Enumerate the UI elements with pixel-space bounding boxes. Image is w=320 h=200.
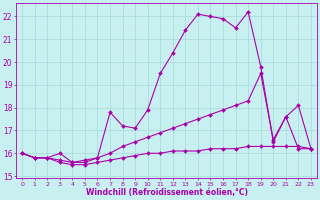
X-axis label: Windchill (Refroidissement éolien,°C): Windchill (Refroidissement éolien,°C) [85, 188, 248, 197]
